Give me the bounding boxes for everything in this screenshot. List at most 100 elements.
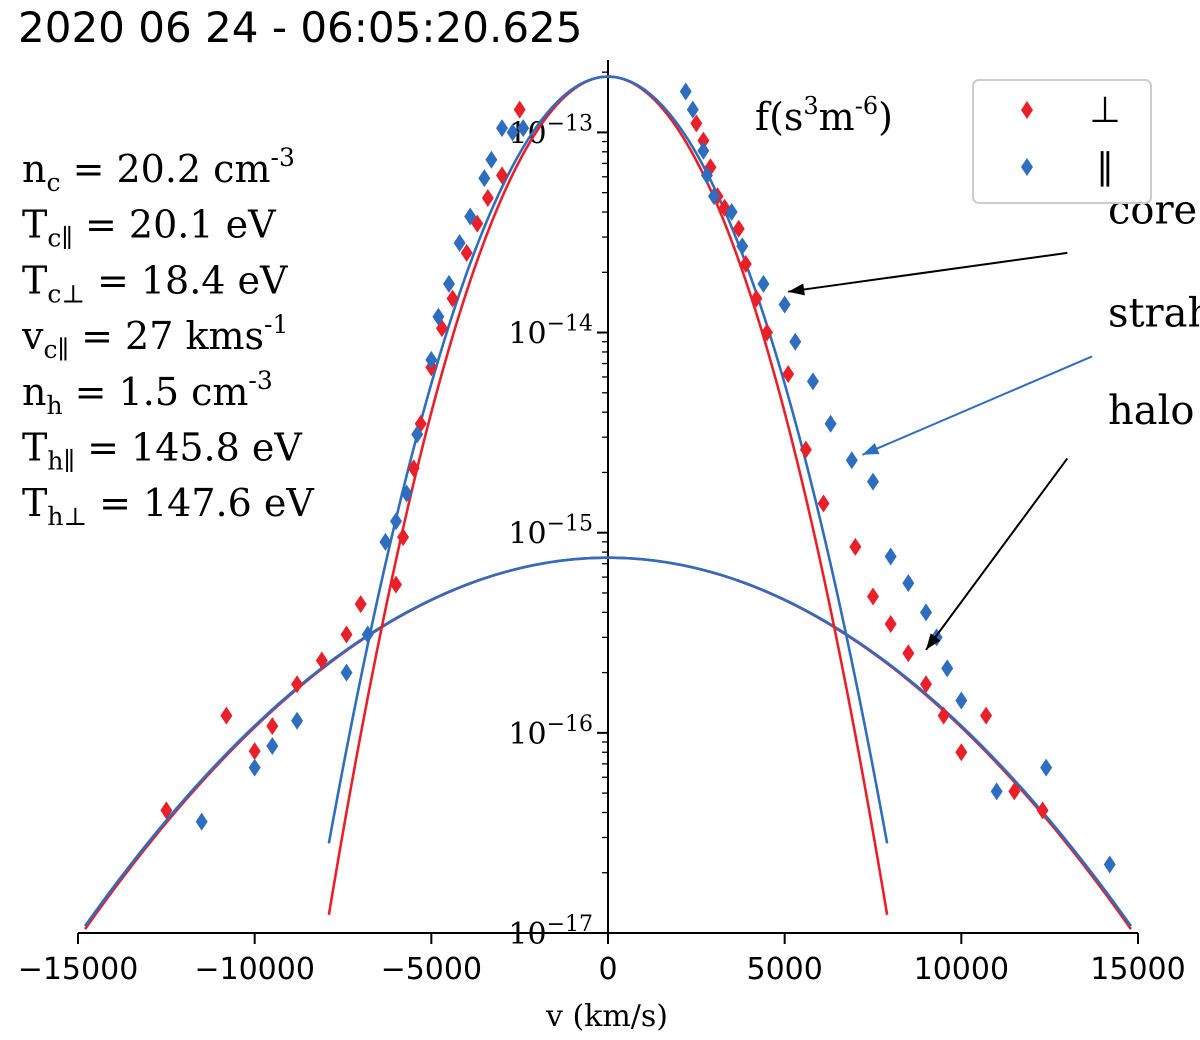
parallel-data-point: [955, 691, 968, 710]
parallel-data-point: [700, 166, 713, 185]
perp-data-point: [481, 189, 494, 208]
parallel-data-point: [411, 425, 424, 444]
x-tick-label: 15000: [1090, 952, 1185, 987]
y-tick-label: 10−16: [508, 712, 593, 752]
parallel-data-point: [902, 574, 915, 593]
legend-label-perp: ⊥: [1089, 90, 1120, 131]
perp-data-point: [980, 706, 993, 725]
parallel-data-point: [443, 274, 455, 293]
perp-data-point: [446, 289, 459, 308]
annotation-arrow-core: [788, 251, 1068, 293]
annotation-arrow-strahl: [862, 355, 1093, 456]
parallel-data-point: [884, 547, 897, 566]
perp-data-point: [732, 219, 745, 238]
perp-data-point: [849, 537, 862, 556]
legend-box: [972, 79, 1152, 204]
perp-data-point: [266, 717, 279, 736]
perp-data-point: [1036, 801, 1049, 820]
legend-marker-perp: [1021, 101, 1033, 119]
parallel-data-point: [496, 119, 508, 138]
perp-data-point: [739, 255, 752, 274]
annotation-arrowhead-core: [788, 283, 805, 296]
parallel-data-point: [1040, 758, 1053, 777]
perp-data-point: [160, 801, 173, 820]
perp-data-point: [750, 289, 763, 308]
parallel-data-point: [390, 512, 402, 531]
perp-data-point: [354, 595, 367, 614]
plot-area: −15000 −10000 −5000 0 5000 10000 1500010−1310−…: [18, 60, 1186, 987]
parameter-line: nc = 20.2 cm-3: [22, 143, 295, 197]
perp-data-point: [817, 494, 830, 513]
perp-data-point: [315, 651, 328, 670]
perp-data-point: [220, 706, 233, 725]
model-curve-halo-parallel: [84, 556, 1132, 927]
parallel-data-point: [679, 82, 692, 101]
perp-data-point: [690, 114, 703, 133]
parallel-data-point: [453, 234, 466, 253]
perp-data-point: [937, 706, 950, 725]
parameter-line: Th⊥ = 147.6 eV: [22, 481, 314, 531]
parameter-line: vc∥ = 27 kms-1: [21, 310, 288, 364]
parallel-data-point: [506, 123, 519, 142]
x-tick-label: 10000: [914, 952, 1009, 987]
perp-data-point: [291, 675, 304, 694]
parallel-data-point: [789, 332, 802, 351]
perp-data-point: [1008, 782, 1021, 801]
perp-data-point: [867, 587, 879, 606]
legend-marker-parallel: [1021, 158, 1033, 176]
parallel-data-point: [400, 484, 413, 503]
parameter-line: nh = 1.5 cm-3: [22, 366, 273, 420]
parallel-data-point: [1103, 855, 1116, 874]
perp-data-point: [390, 575, 402, 594]
parallel-data-point: [806, 372, 819, 391]
parallel-data-point: [867, 472, 879, 491]
perp-data-point: [248, 742, 261, 761]
annotation-arrowhead-strahl: [862, 442, 880, 455]
x-tick-label: −5000: [381, 952, 482, 987]
annotation-arrow-halo: [925, 457, 1069, 651]
annotation-strahl: strahl: [1108, 291, 1200, 337]
x-tick-label: 0: [598, 952, 617, 987]
parallel-data-point: [757, 274, 770, 293]
parallel-data-point: [941, 659, 954, 678]
y-tick-label: 10−14: [508, 312, 593, 352]
y-tick-label: 10−17: [508, 912, 593, 952]
perp-data-point: [697, 131, 710, 150]
parallel-data-point: [248, 758, 261, 777]
x-tick-label: 5000: [746, 952, 822, 987]
legend-label-parallel: ∥: [1096, 147, 1114, 188]
parallel-data-point: [920, 603, 932, 622]
parallel-data-point: [425, 350, 438, 369]
perp-data-point: [407, 459, 420, 478]
parallel-data-point: [195, 812, 208, 831]
parallel-data-point: [990, 782, 1003, 801]
x-axis-label: v (km/s): [545, 999, 668, 1034]
annotation-halo: halo: [1108, 388, 1194, 434]
y-axis-label: f(s3m-6): [755, 92, 893, 139]
perp-data-point: [799, 440, 812, 459]
annotation-arrowhead-halo: [926, 633, 941, 650]
perp-data-point: [513, 100, 526, 119]
perp-data-point: [955, 743, 968, 762]
parallel-data-point: [708, 187, 720, 206]
parallel-data-point: [361, 625, 374, 644]
parallel-data-point: [824, 414, 837, 433]
parallel-data-point: [845, 451, 858, 470]
parallel-data-point: [432, 307, 445, 326]
perp-data-point: [920, 675, 932, 694]
perp-data-point: [902, 644, 915, 663]
parallel-data-point: [291, 711, 304, 730]
parallel-data-point: [464, 207, 477, 226]
parallel-data-point: [379, 532, 392, 551]
x-tick-label: −15000: [18, 952, 139, 987]
parallel-data-point: [340, 663, 353, 682]
legend: ⊥∥: [972, 79, 1152, 204]
perp-data-point: [884, 614, 897, 633]
parallel-data-point: [686, 100, 699, 119]
parallel-data-point: [697, 141, 710, 160]
y-tick-label: 10−15: [508, 512, 593, 552]
perp-data-point: [761, 323, 773, 342]
parallel-data-point: [485, 150, 498, 169]
